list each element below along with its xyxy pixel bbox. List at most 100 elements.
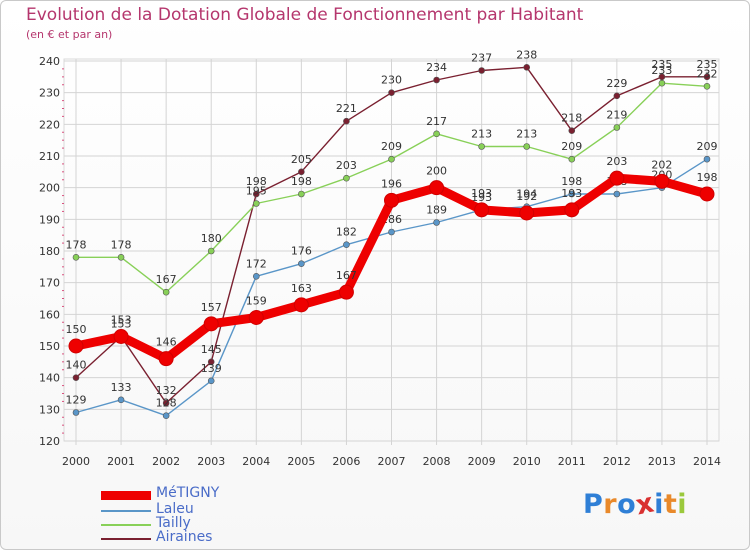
data-label: 153	[111, 314, 132, 327]
logo-letter: o	[617, 489, 637, 520]
data-label: 230	[381, 74, 402, 87]
legend-swatch	[101, 510, 151, 512]
legend-label: Laleu	[156, 501, 194, 517]
legend-swatch	[101, 524, 151, 526]
data-point	[613, 92, 621, 100]
x-tick-label: 2012	[603, 455, 631, 468]
data-label: 198	[246, 175, 267, 188]
y-tick-label: 240	[39, 55, 60, 68]
data-label: 202	[651, 158, 672, 171]
y-tick-label: 120	[39, 435, 60, 448]
data-label: 209	[561, 140, 582, 153]
data-point	[384, 192, 399, 208]
data-point	[343, 241, 350, 248]
data-point	[609, 170, 625, 186]
data-label: 213	[471, 128, 492, 141]
data-label: 209	[697, 140, 718, 153]
data-label: 182	[336, 226, 357, 239]
data-point	[72, 374, 80, 381]
data-point	[474, 202, 490, 218]
data-label: 132	[156, 384, 177, 397]
data-point	[388, 89, 395, 96]
data-point	[72, 409, 80, 416]
data-label: 229	[606, 77, 627, 90]
y-tick-label: 130	[39, 403, 60, 416]
y-tick-label: 150	[39, 340, 60, 353]
data-point	[162, 399, 170, 407]
data-point	[252, 200, 260, 207]
logo-letter: t	[663, 489, 678, 520]
data-label: 203	[606, 155, 627, 168]
data-point	[703, 83, 711, 90]
data-label: 195	[246, 185, 267, 198]
data-point	[388, 228, 395, 236]
y-tick-label: 200	[39, 182, 60, 195]
x-tick-label: 2002	[152, 455, 180, 468]
data-point	[433, 76, 440, 84]
x-tick-label: 2011	[558, 455, 586, 468]
data-label: 194	[516, 188, 537, 201]
data-label: 219	[606, 109, 627, 122]
legend-swatch	[101, 538, 151, 540]
data-point	[388, 155, 395, 163]
chart-title: Evolution de la Dotation Globale de Fonc…	[26, 5, 584, 25]
data-point	[117, 396, 125, 404]
data-point	[207, 247, 215, 255]
y-tick-label: 230	[39, 87, 60, 100]
data-label: 205	[291, 153, 312, 166]
data-label: 213	[516, 128, 537, 141]
data-label: 139	[201, 362, 222, 375]
logo-letter: r	[603, 489, 618, 520]
data-point	[203, 316, 219, 332]
data-label: 200	[426, 165, 447, 178]
data-label: 232	[697, 67, 718, 80]
data-point	[519, 205, 535, 221]
data-label: 172	[246, 257, 267, 270]
data-point	[429, 180, 445, 196]
data-label: 153	[111, 318, 132, 331]
data-point	[293, 297, 309, 313]
data-point	[162, 412, 170, 419]
data-point	[207, 358, 215, 366]
data-label: 159	[246, 295, 267, 308]
data-label: 209	[381, 140, 402, 153]
y-tick-label: 210	[39, 150, 60, 163]
data-point	[523, 64, 531, 71]
data-label: 178	[66, 238, 87, 251]
data-label: 238	[516, 48, 537, 61]
data-point	[113, 329, 129, 344]
logo-letter: i	[677, 489, 688, 520]
data-label: 218	[561, 112, 582, 125]
data-label: 180	[201, 232, 222, 245]
x-tick-label: 2004	[242, 455, 270, 468]
chart-subtitle: (en € et par an)	[26, 28, 113, 41]
data-label: 234	[426, 61, 447, 74]
data-label: 193	[471, 187, 492, 200]
x-tick-label: 2013	[648, 455, 676, 468]
data-label: 128	[156, 397, 177, 410]
x-tick-label: 2009	[468, 455, 496, 468]
legend-label: Tailly	[156, 515, 191, 531]
logo-letter: P	[583, 489, 604, 520]
data-label: 221	[336, 102, 357, 115]
data-label: 196	[381, 177, 402, 190]
data-label: 235	[651, 58, 672, 71]
proxiti-logo: Proxiti	[583, 487, 688, 521]
data-label: 193	[561, 187, 582, 200]
data-point	[338, 284, 354, 300]
data-label: 198	[291, 175, 312, 188]
data-point	[658, 79, 666, 87]
x-tick-label: 2008	[423, 455, 451, 468]
data-point	[68, 338, 84, 354]
data-point	[433, 219, 440, 226]
data-label: 167	[336, 269, 357, 282]
data-label: 235	[697, 58, 718, 71]
x-tick-label: 2005	[287, 455, 315, 468]
data-point	[252, 190, 260, 198]
data-label: 189	[426, 204, 447, 217]
data-point	[252, 273, 260, 280]
data-label: 203	[336, 159, 357, 172]
data-point	[654, 173, 670, 189]
